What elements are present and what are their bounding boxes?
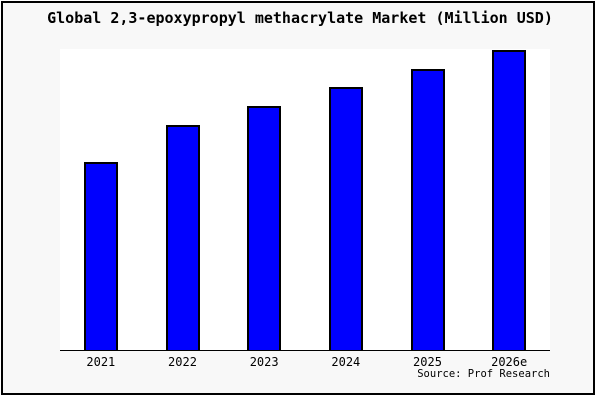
bar-2023 (247, 106, 281, 350)
x-tick-2022: 2022 (168, 355, 197, 369)
x-tick-2025: 2025 (413, 355, 442, 369)
x-tick-2024: 2024 (331, 355, 361, 369)
bar-2022 (166, 125, 200, 350)
x-tick-2026e: 2026e (491, 355, 528, 369)
x-axis-tick-labels: 2021 2022 2023 2024 2025 2026e (60, 355, 550, 370)
x-tick-2021: 2021 (86, 355, 116, 369)
bar-2026e (492, 50, 526, 350)
bar-2025 (411, 69, 445, 350)
source-note: Source: Prof Research (417, 368, 550, 380)
bar-2021 (84, 162, 118, 350)
bar-2024 (329, 87, 363, 350)
plot-area (60, 49, 550, 351)
chart-title: Global 2,3-epoxypropyl methacrylate Mark… (47, 9, 553, 27)
x-tick-2023: 2023 (249, 355, 279, 369)
